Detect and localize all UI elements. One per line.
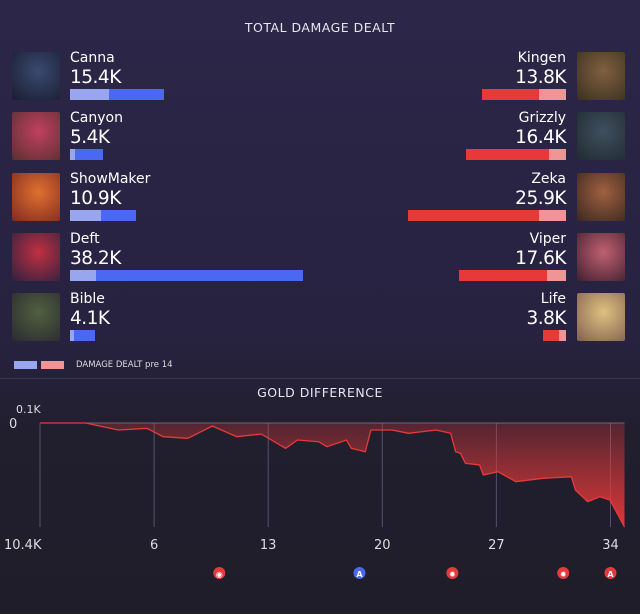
atakhan-icon xyxy=(604,567,617,579)
damage-bar xyxy=(458,270,566,281)
player-row: Canyon 5.4K xyxy=(0,110,640,172)
damage-value: 15.4K xyxy=(70,67,121,88)
damage-title: TOTAL DAMAGE DEALT xyxy=(244,20,396,35)
damage-value: 16.4K xyxy=(515,127,566,148)
player-name: Kingen xyxy=(517,50,566,66)
damage-value: 17.6K xyxy=(515,248,566,269)
damage-bar xyxy=(70,210,137,221)
x-tick-label: 6 xyxy=(150,538,158,553)
player-name: Canyon xyxy=(70,110,123,126)
damage-value: 5.4K xyxy=(70,127,110,148)
dragon-icon xyxy=(557,567,570,579)
damage-legend: DAMAGE DEALT pre 14 xyxy=(14,360,173,370)
player-name: Life xyxy=(540,291,566,307)
herald-icon xyxy=(213,567,226,579)
player-portrait[interactable] xyxy=(577,52,625,100)
damage-bar xyxy=(70,270,303,281)
player-portrait[interactable] xyxy=(577,293,625,341)
x-tick-label: 13 xyxy=(260,538,277,553)
herald-icon-glyph: ◉ xyxy=(216,570,223,579)
damage-value: 10.9K xyxy=(70,188,121,209)
player-row: Kingen 13.8K xyxy=(0,50,640,112)
gold-line xyxy=(40,422,626,528)
player-portrait[interactable] xyxy=(12,112,60,160)
legend-swatch-blue xyxy=(14,361,37,369)
damage-bar xyxy=(70,330,95,341)
damage-bar-pre14 xyxy=(539,210,566,221)
damage-bar xyxy=(70,89,164,100)
y-max-label: 0.1K xyxy=(16,403,41,416)
damage-bar-pre14 xyxy=(548,149,566,160)
damage-value: 4.1K xyxy=(70,308,110,329)
player-portrait[interactable] xyxy=(12,173,60,221)
atakhan-icon-glyph: A xyxy=(607,570,614,579)
player-name: Canna xyxy=(70,50,115,66)
player-row: ShowMaker 10.9K xyxy=(0,171,640,233)
player-row: Grizzly 16.4K xyxy=(0,110,640,172)
player-name: Grizzly xyxy=(518,110,566,126)
player-name: Zeka xyxy=(531,171,566,187)
damage-bar xyxy=(408,210,566,221)
player-portrait[interactable] xyxy=(12,233,60,281)
player-name: Viper xyxy=(529,231,566,247)
damage-bar-pre14 xyxy=(559,330,566,341)
player-row: Life 3.8K xyxy=(0,291,640,353)
player-name: ShowMaker xyxy=(70,171,151,187)
atakhan-icon xyxy=(353,567,366,579)
damage-bar xyxy=(542,330,566,341)
y-min-label: 10.4K xyxy=(4,538,42,553)
damage-bar xyxy=(465,149,566,160)
legend-label: DAMAGE DEALT pre 14 xyxy=(76,360,173,370)
damage-bar-pre14 xyxy=(70,210,102,221)
damage-bar xyxy=(481,89,566,100)
dragon-icon-glyph: ✹ xyxy=(449,570,456,579)
damage-value: 38.2K xyxy=(70,248,121,269)
player-name: Bible xyxy=(70,291,105,307)
player-row: Zeka 25.9K xyxy=(0,171,640,233)
x-tick-label: 27 xyxy=(488,538,505,553)
damage-bar-pre14 xyxy=(539,89,566,100)
x-tick-label: 34 xyxy=(602,538,619,553)
player-name: Deft xyxy=(70,231,100,247)
damage-bar-pre14 xyxy=(70,89,110,100)
gold-title: GOLD DIFFERENCE xyxy=(257,385,383,400)
player-portrait[interactable] xyxy=(12,293,60,341)
player-portrait[interactable] xyxy=(12,52,60,100)
player-row: Canna 15.4K xyxy=(0,50,640,112)
dragon-icon xyxy=(446,567,459,579)
player-row: Deft 38.2K xyxy=(0,231,640,293)
damage-bar-pre14 xyxy=(70,330,75,341)
damage-value: 3.8K xyxy=(526,308,566,329)
y-zero-label: 0 xyxy=(9,417,17,432)
damage-bar-pre14 xyxy=(547,270,566,281)
player-portrait[interactable] xyxy=(577,233,625,281)
player-portrait[interactable] xyxy=(577,112,625,160)
legend-swatch-red xyxy=(41,361,64,369)
damage-bar xyxy=(70,149,103,160)
player-row: Viper 17.6K xyxy=(0,231,640,293)
atakhan-icon-glyph: A xyxy=(356,570,363,579)
gold-deficit-area xyxy=(40,423,625,527)
x-tick-label: 20 xyxy=(374,538,391,553)
section-divider xyxy=(0,378,640,379)
damage-value: 25.9K xyxy=(515,188,566,209)
damage-bar-pre14 xyxy=(70,270,97,281)
player-row: Bible 4.1K xyxy=(0,291,640,353)
player-portrait[interactable] xyxy=(577,173,625,221)
damage-value: 13.8K xyxy=(515,67,566,88)
damage-bar-pre14 xyxy=(70,149,75,160)
dragon-icon-glyph: ✹ xyxy=(560,570,567,579)
